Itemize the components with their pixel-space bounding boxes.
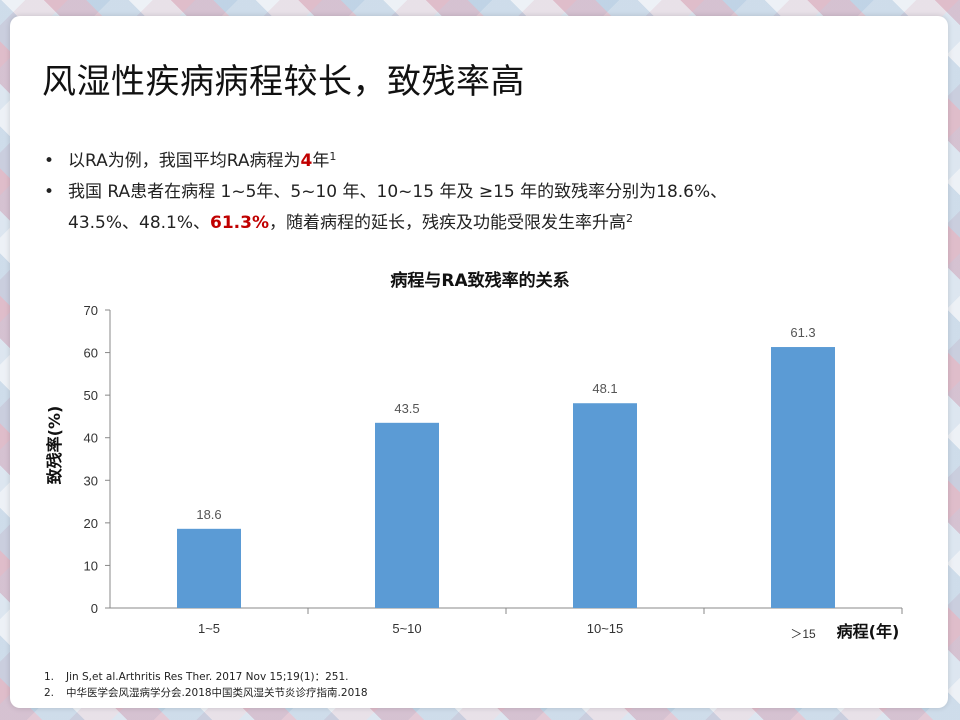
y-axis-label: 致残率(%) [45, 406, 64, 485]
footnote-1-text: Jin S,et al.Arthritis Res Ther. 2017 Nov… [66, 671, 349, 683]
chart-title: 病程与RA致残率的关系 [390, 271, 570, 291]
x-tick-label: 10~15 [587, 621, 624, 636]
bar-2 [375, 422, 439, 608]
y-tick-label: 10 [84, 558, 98, 573]
y-tick-label: 60 [84, 346, 98, 361]
bullet-2: • 我国 RA患者在病程 1~5年、5~10 年、10~15 年及 ≥15 年的… [44, 177, 924, 239]
x-tick-label: ＞15 [790, 627, 816, 641]
bullet-1-post: 年 [312, 151, 330, 171]
data-label-2: 43.5 [394, 401, 419, 416]
y-tick-label: 50 [84, 388, 98, 403]
y-tick-label: 70 [84, 303, 98, 318]
bullet-list: • 以RA为例，我国平均RA病程为4年1 • 我国 RA患者在病程 1~5年、5… [44, 146, 924, 239]
footnote-1-num: 1. [44, 671, 55, 683]
footnote-2-text: 中华医学会风湿病学分会.2018中国类风湿关节炎诊疗指南.2018 [66, 687, 368, 699]
slide-title: 风湿性疾病病程较长，致残率高 [42, 62, 525, 102]
bar-1 [177, 528, 241, 608]
footnote-1: 1. Jin S,et al.Arthritis Res Ther. 2017 N… [44, 669, 368, 685]
x-axis-label: 病程(年) [837, 622, 900, 641]
y-tick-label: 20 [84, 516, 98, 531]
bullet-dot: • [44, 151, 55, 171]
bullet-1-highlight: 4 [300, 151, 313, 171]
footnote-2: 2. 中华医学会风湿病学分会.2018中国类风湿关节炎诊疗指南.2018 [44, 685, 368, 701]
bullet-2-ref: 2 [626, 212, 633, 225]
bullet-1-ref: 1 [329, 150, 337, 163]
y-tick-label: 0 [91, 601, 98, 616]
bullet-2-line2: 43.5%、48.1%、 [68, 213, 211, 233]
bullet-1-text: 以RA为例，我国平均RA病程为 [68, 151, 301, 171]
data-label-4: 61.3 [790, 325, 815, 340]
bullet-2-line1: 我国 RA患者在病程 1~5年、5~10 年、10~15 年及 ≥15 年的致残… [68, 182, 728, 202]
bullet-1: • 以RA为例，我国平均RA病程为4年1 [44, 146, 924, 177]
bar-4 [771, 347, 835, 608]
data-label-3: 48.1 [592, 381, 617, 396]
x-tick-label: 1~5 [198, 621, 220, 636]
bullet-dot: • [44, 182, 55, 202]
bullet-2-post: ，随着病程的延长，残疾及功能受限发生率升高 [269, 213, 626, 233]
data-label-1: 18.6 [196, 507, 221, 522]
x-tick-label: 5~10 [392, 621, 421, 636]
y-tick-label: 30 [84, 473, 98, 488]
y-tick-label: 40 [84, 431, 98, 446]
bar-3 [573, 403, 637, 608]
footnote-2-num: 2. [44, 687, 55, 699]
footnotes: 1. Jin S,et al.Arthritis Res Ther. 2017 N… [44, 669, 368, 701]
bullet-2-highlight: 61.3% [210, 213, 269, 233]
